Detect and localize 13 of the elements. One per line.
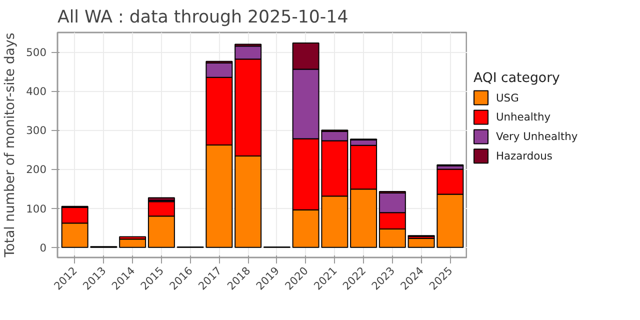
y-tick-label: 500 bbox=[26, 46, 47, 60]
legend-label: Hazardous bbox=[496, 150, 553, 163]
y-tick-label: 100 bbox=[26, 202, 47, 216]
legend-label: USG bbox=[496, 91, 519, 104]
y-tick-label: 0 bbox=[40, 241, 47, 254]
legend-label: Very Unhealthy bbox=[496, 130, 578, 144]
y-tick-label: 400 bbox=[26, 85, 47, 98]
y-tick-label: 300 bbox=[26, 124, 47, 138]
y-tick-label: 200 bbox=[26, 163, 47, 176]
chart-title: All WA : data through 2025-10-14 bbox=[58, 8, 348, 28]
y-axis-title: Total number of monitor-site days bbox=[3, 32, 18, 258]
legend-label: Unhealthy bbox=[496, 110, 551, 124]
legend-title: AQI category bbox=[474, 70, 560, 86]
